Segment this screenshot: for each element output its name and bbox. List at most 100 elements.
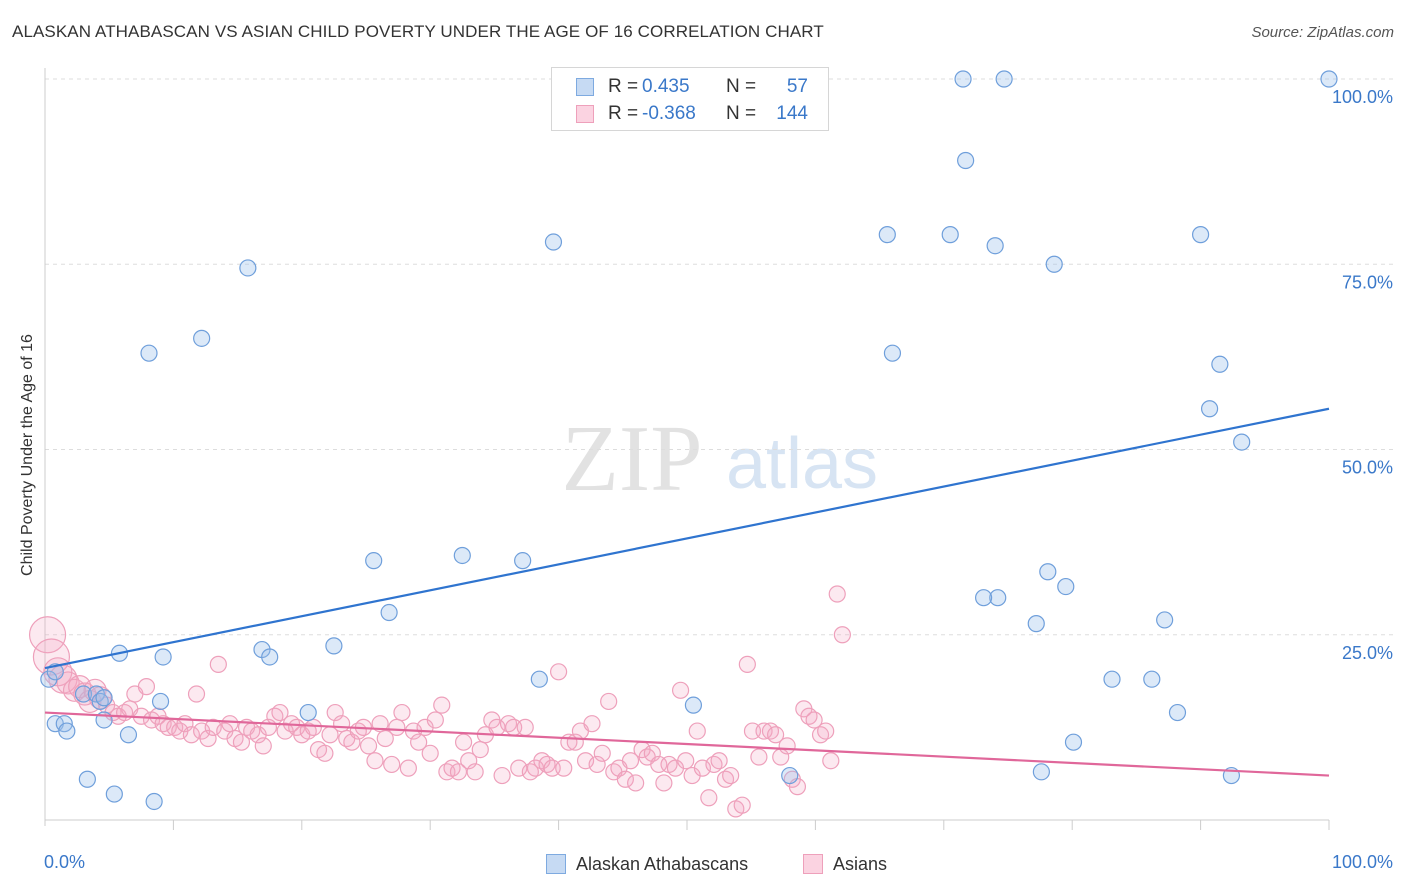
alaskan-athabascans-point (941, 226, 959, 244)
trend-lines (44, 407, 1330, 777)
legend-r-value: 0.435 (642, 76, 690, 97)
alaskan-athabascans-point (878, 226, 896, 244)
asians-point (359, 737, 378, 755)
alaskan-athabascans-point (1211, 355, 1229, 373)
asians-point (688, 722, 706, 740)
legend-n-label: N = (726, 76, 757, 97)
asians-point (421, 744, 439, 762)
y-tick-label: 75.0% (1342, 272, 1393, 292)
y-tick-label: 25.0% (1342, 643, 1393, 663)
asians-point (433, 696, 451, 714)
asians-point (805, 711, 823, 729)
bottom-legend-alaskan: Alaskan Athabascans (546, 852, 748, 876)
asians-point (426, 711, 444, 729)
asians-trend-line (44, 711, 1330, 777)
alaskan-athabascans-point (995, 70, 1013, 88)
watermark: ZIP atlas (562, 407, 879, 511)
asians-point (187, 685, 206, 703)
alaskan-athabascans-point (684, 696, 703, 714)
asians-point (399, 759, 417, 777)
alaskan-athabascans-point (530, 670, 548, 688)
asians-point (449, 763, 468, 781)
axes (44, 68, 1330, 830)
x-tick-label: 100.0% (1332, 852, 1393, 872)
alaskan-athabascans-point (78, 770, 96, 788)
alaskan-athabascans-point (140, 344, 158, 362)
asians-point (182, 726, 200, 744)
watermark-atlas: atlas (726, 424, 878, 504)
alaskan-athabascans-point (1032, 763, 1050, 781)
asians-point (822, 752, 840, 770)
asians-point (588, 755, 606, 774)
bottom-legend-asians: Asians (803, 852, 887, 876)
asians-point (466, 763, 484, 781)
asians-point (828, 585, 846, 603)
bottom-legend-label-alaskan: Alaskan Athabascans (576, 853, 749, 874)
alaskan-athabascans-point (1027, 615, 1045, 633)
asians-point (209, 655, 227, 673)
alaskan-athabascans-point (1168, 703, 1187, 722)
legend-r-value: -0.368 (642, 103, 696, 124)
alaskan-athabascans-point (119, 726, 138, 744)
alaskan-athabascans-point (1156, 611, 1174, 629)
asians-point (722, 766, 740, 785)
asians-point (593, 744, 611, 762)
asians-point (454, 733, 473, 751)
alaskan-athabascans-point (1057, 577, 1075, 596)
legend-n-value: 144 (776, 103, 808, 124)
asians-point (271, 703, 289, 722)
asians-point (778, 737, 796, 755)
legend-swatch-asians (576, 105, 594, 123)
bottom-legend-label-asians: Asians (833, 853, 888, 874)
asians-point (516, 718, 534, 736)
bottom-legend-swatch-alaskan (546, 854, 566, 874)
asians-point (304, 718, 322, 736)
asians-point (817, 722, 835, 740)
asians-point (733, 796, 751, 814)
alaskan-athabascans-point (781, 766, 799, 785)
y-tick-label: 50.0% (1342, 458, 1393, 478)
alaskan-athabascans-point (145, 792, 163, 811)
asians-point (493, 766, 511, 785)
asians-point (627, 774, 645, 792)
asians-point (621, 752, 640, 770)
alaskan-athabascans-point (1320, 70, 1338, 88)
alaskan-athabascans-point (95, 689, 113, 707)
source-label: Source: ZipAtlas.com (1251, 24, 1394, 41)
asians-point (254, 737, 272, 755)
alaskan-athabascans-point (105, 785, 123, 803)
legend-row-asians: R = -0.368 N = 144 (576, 100, 808, 128)
asians-point (833, 626, 851, 644)
legend-row-alaskan: R = 0.435 N = 57 (576, 73, 808, 101)
alaskan-athabascans-point (380, 603, 398, 622)
alaskan-athabascans-point (1103, 670, 1121, 688)
legend-swatch-alaskan (576, 78, 594, 96)
bottom-legend-swatch-asians (803, 854, 823, 874)
asians-point (316, 744, 334, 762)
alaskan-athabascans-point (261, 648, 279, 666)
asians-point (555, 759, 573, 777)
asians-point (616, 770, 634, 788)
alaskan-athabascans-point (544, 233, 563, 251)
alaskan-athabascans-point (1200, 400, 1219, 418)
alaskan-athabascans-point (1191, 226, 1210, 244)
asians-point (583, 715, 601, 733)
asians-point (549, 663, 568, 681)
x-tick-label: 0.0% (44, 852, 85, 872)
chart-title: ALASKAN ATHABASCAN VS ASIAN CHILD POVERT… (12, 22, 824, 41)
asians-point (376, 729, 394, 748)
y-tick-label: 100.0% (1332, 87, 1393, 107)
asians-point (137, 678, 156, 696)
asians-point (333, 715, 351, 733)
alaskan-athabascans-point (986, 237, 1004, 255)
alaskan-athabascans-point (989, 589, 1007, 607)
alaskan-athabascans-point (957, 151, 975, 170)
alaskan-athabascans-point (325, 637, 343, 655)
asians-point (655, 774, 673, 792)
asians-points (28, 585, 851, 818)
legend-n-label: N = (726, 103, 757, 124)
grid (45, 78, 1395, 636)
legend-r-label: R = (608, 103, 639, 124)
asians-point (750, 748, 768, 766)
legend-n-value: 57 (786, 76, 808, 97)
